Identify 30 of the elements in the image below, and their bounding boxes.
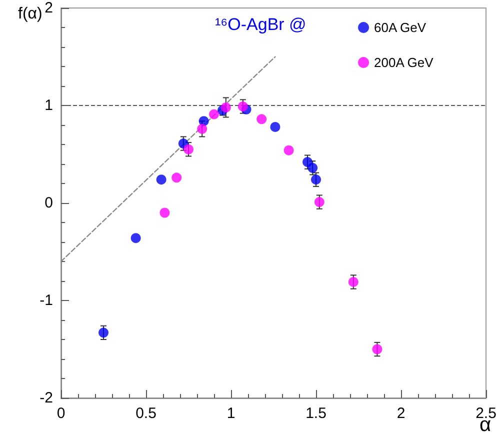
- x-tick-label: 1.5: [306, 405, 326, 422]
- point: [372, 344, 382, 354]
- point: [209, 109, 219, 120]
- x-tick-label: 0: [56, 405, 66, 422]
- point: [184, 144, 194, 154]
- y-tick-label: -2: [40, 390, 53, 406]
- x-tick-label: 0.5: [136, 405, 156, 422]
- point: [160, 208, 170, 218]
- point: [197, 124, 208, 134]
- y-tick-label: 1: [44, 97, 53, 114]
- x-tick-label: 1: [226, 405, 236, 422]
- y-axis-title: f(α): [18, 6, 42, 22]
- point: [348, 276, 358, 287]
- y-tick-label: 2: [44, 0, 53, 16]
- point: [270, 122, 280, 132]
- point: [98, 328, 108, 338]
- annotation: ¹⁶O-AgBr @: [215, 15, 306, 34]
- point: [220, 102, 231, 112]
- x-tick-label: 2: [396, 405, 406, 422]
- point: [130, 233, 141, 244]
- point: [256, 114, 267, 124]
- legend-label: 200A GeV: [374, 55, 434, 70]
- point: [314, 197, 324, 208]
- point: [238, 101, 248, 112]
- point: [172, 172, 182, 183]
- y-tick-label: -1: [40, 292, 53, 309]
- legend-label: 60A GeV: [374, 20, 426, 35]
- point: [284, 145, 294, 156]
- y-tick-label: 0: [44, 194, 53, 212]
- point: [156, 174, 166, 185]
